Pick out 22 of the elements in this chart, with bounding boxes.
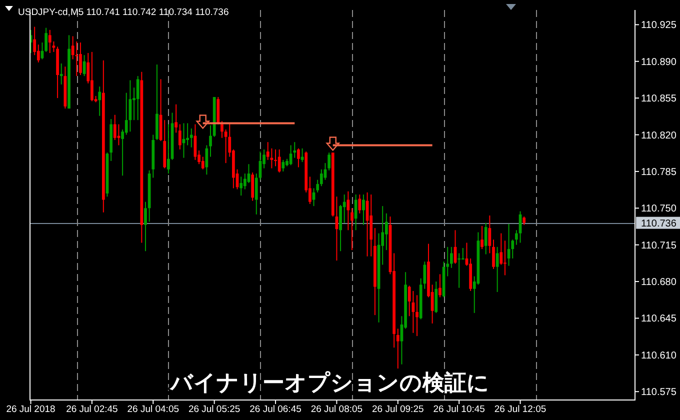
x-tick-label: 26 Jul 02:45	[66, 404, 118, 415]
x-tick-label: 26 Jul 2018	[6, 404, 56, 415]
y-tick-label: 110.575	[641, 387, 677, 398]
y-tick-label: 110.855	[641, 94, 677, 105]
y-tick-label: 110.680	[641, 277, 677, 288]
x-tick-label: 26 Jul 06:45	[250, 404, 302, 415]
x-tick-label: 26 Jul 10:45	[433, 404, 485, 415]
y-tick-label: 110.890	[641, 56, 677, 68]
x-tick-label: 26 Jul 04:05	[127, 404, 180, 415]
y-tick-label: 110.645	[641, 314, 677, 325]
y-tick-label: 110.820	[641, 130, 677, 142]
x-tick-label: 26 Jul 05:25	[188, 404, 240, 415]
x-tick-label: 26 Jul 12:05	[494, 404, 546, 415]
y-tick-label: 110.610	[641, 350, 677, 362]
x-tick-label: 26 Jul 08:05	[310, 404, 363, 415]
y-tick-label: 110.925	[641, 20, 677, 32]
ref-line-label: 110.736	[641, 218, 677, 230]
y-tick-label: 110.785	[641, 166, 677, 178]
x-tick-label: 26 Jul 09:25	[372, 404, 424, 415]
annotation: バイナリーオプションの検証に	[168, 371, 490, 396]
y-tick-label: 110.750	[641, 204, 677, 215]
y-tick-label: 110.715	[641, 240, 677, 252]
